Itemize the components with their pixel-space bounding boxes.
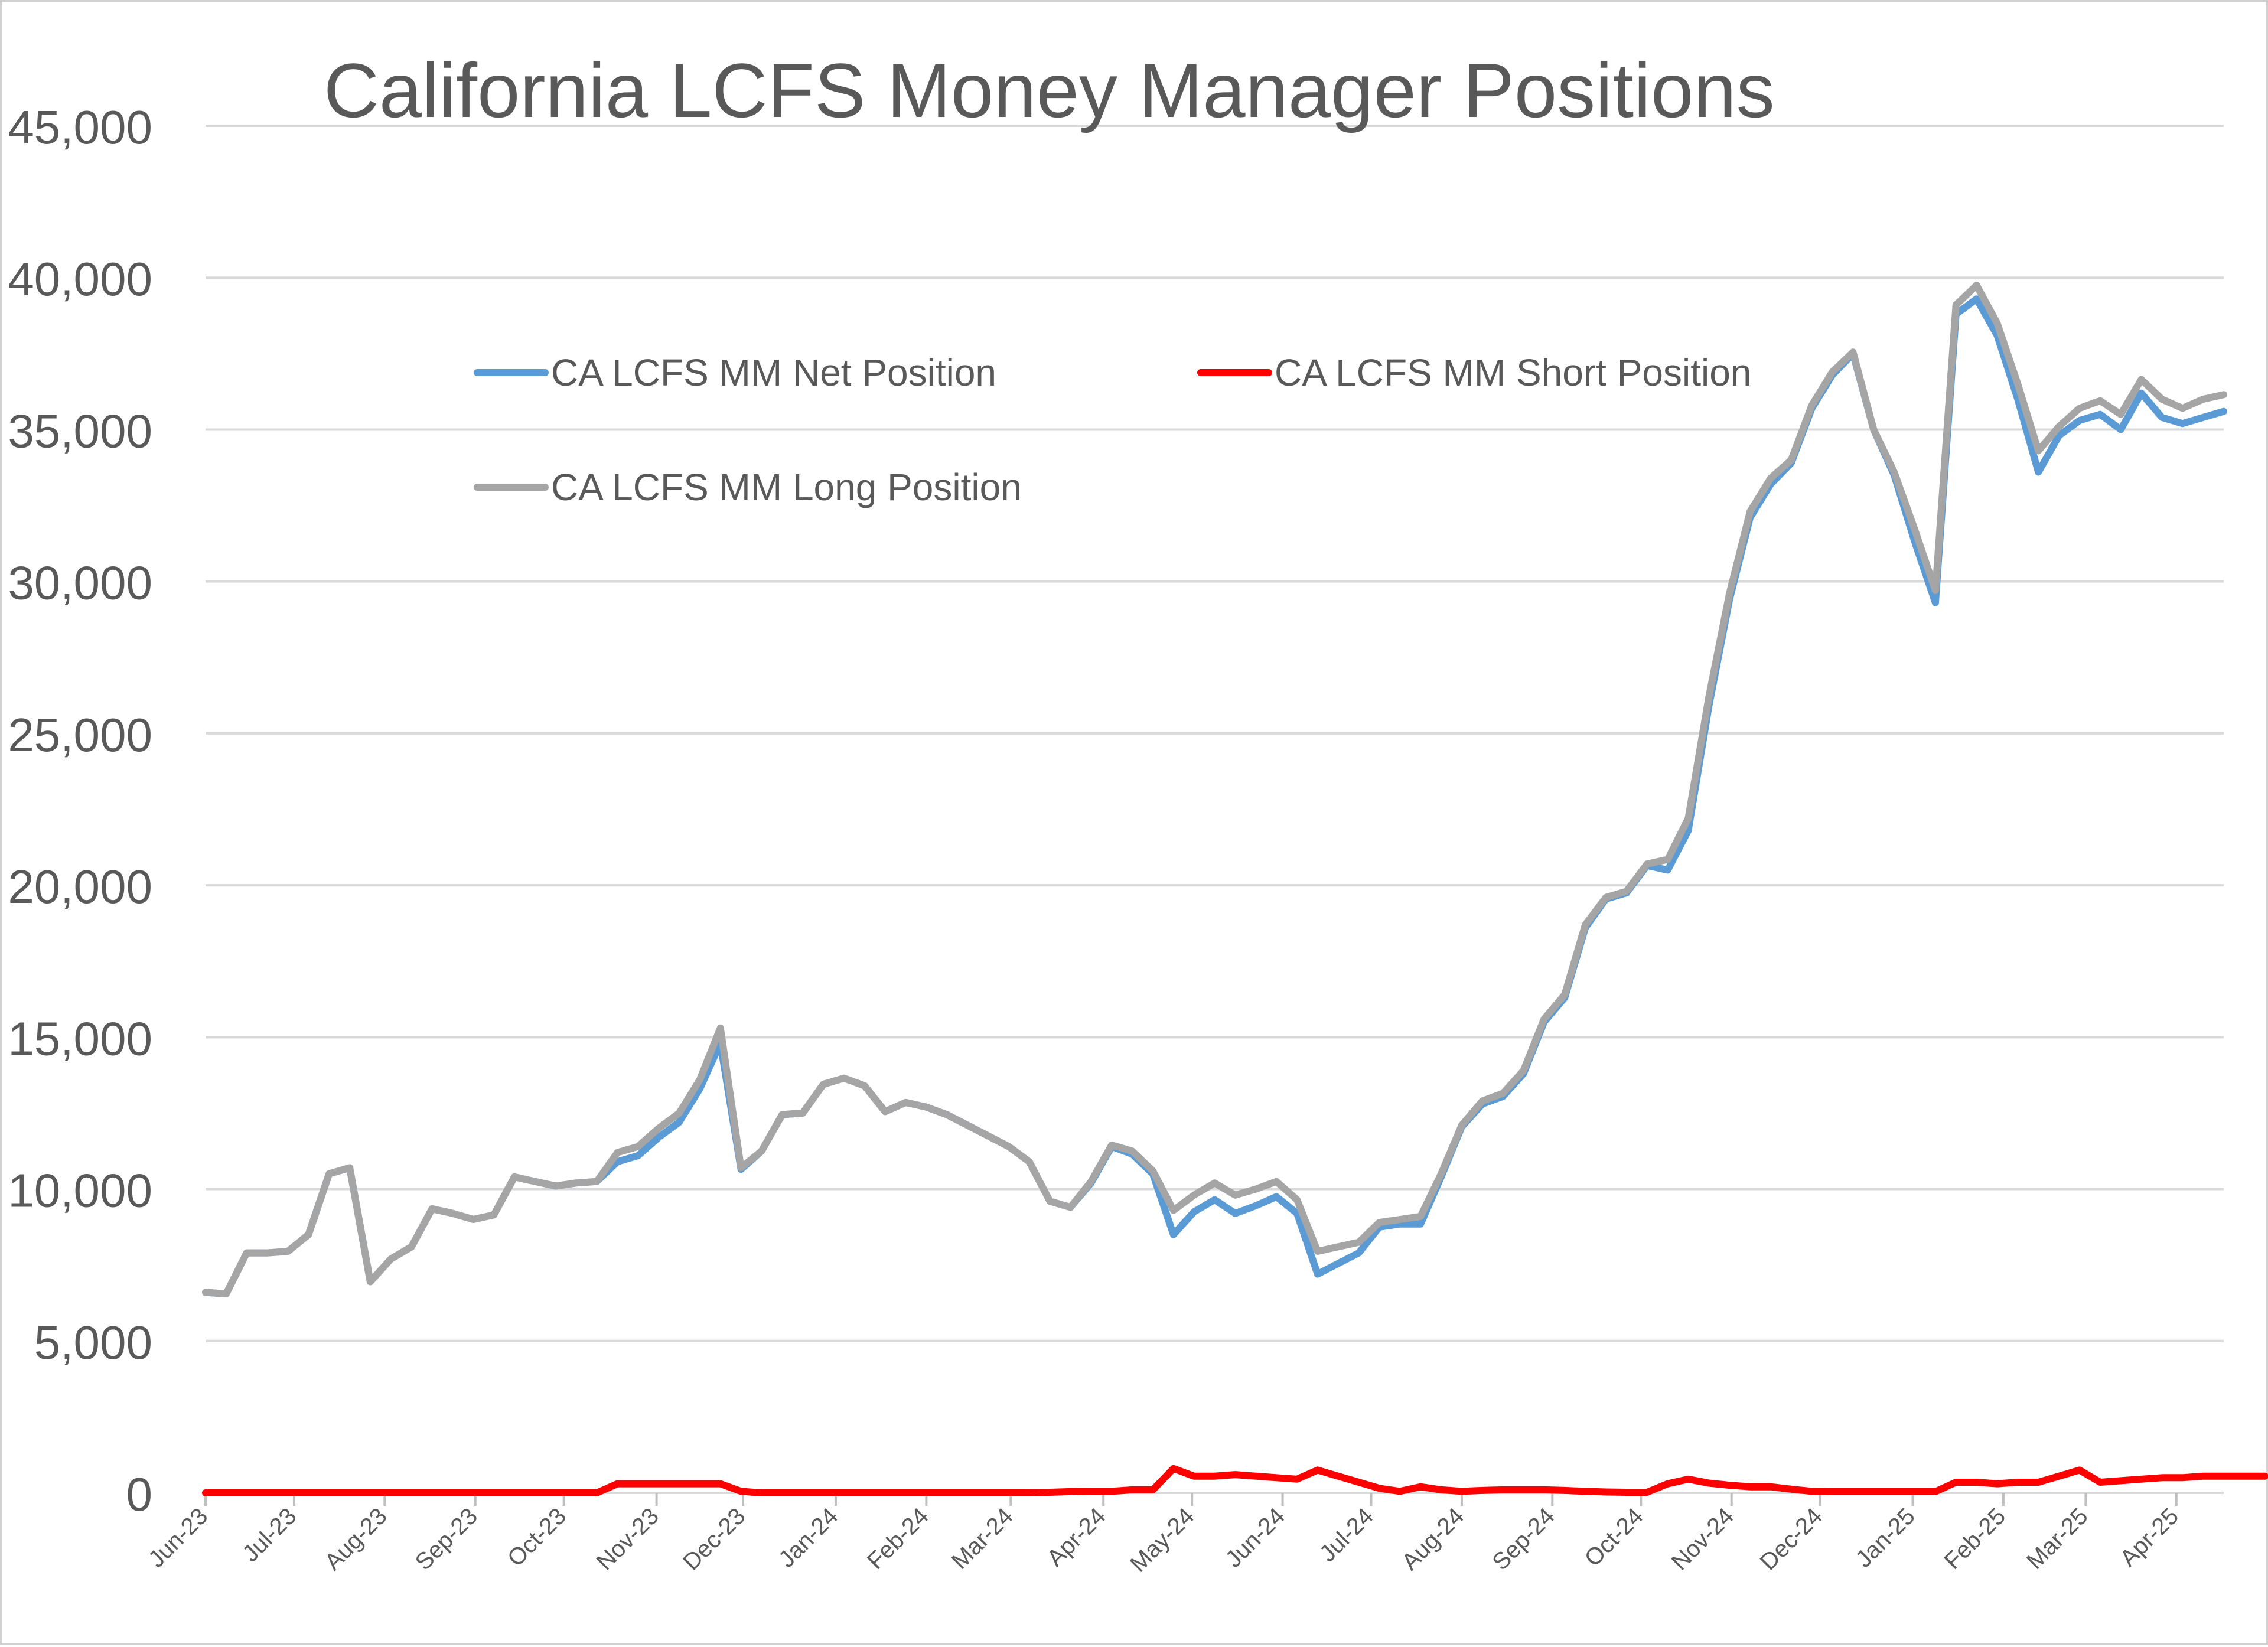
x-tick-label: Jul-24 <box>1315 1503 1379 1567</box>
legend-label: CA LCFS MM Short Position <box>1275 351 1751 394</box>
x-tick-label: Nov-24 <box>1667 1503 1739 1575</box>
y-tick-label: 15,000 <box>8 1012 152 1065</box>
x-tick-label: Sep-24 <box>1487 1503 1559 1575</box>
y-tick-label: 25,000 <box>8 709 152 761</box>
x-tick-label: Dec-23 <box>678 1503 750 1575</box>
y-tick-label: 35,000 <box>8 405 152 457</box>
x-tick-label: Nov-23 <box>592 1503 664 1575</box>
legend: CA LCFS MM Net Position CA LCFS MM Short … <box>474 351 1751 508</box>
x-tick-label: Jan-24 <box>774 1503 843 1573</box>
x-tick-label: Feb-24 <box>862 1503 934 1574</box>
x-tick-label: May-24 <box>1125 1503 1199 1577</box>
y-tick-label: 20,000 <box>8 860 152 913</box>
legend-label: CA LCFS MM Net Position <box>551 351 996 394</box>
x-tick-label: Jun-24 <box>1220 1503 1290 1573</box>
x-tick-label: Apr-25 <box>2115 1503 2184 1571</box>
x-tick-label: Dec-24 <box>1755 1503 1827 1575</box>
x-tick-label: Aug-23 <box>320 1503 392 1575</box>
gridlines <box>206 125 2224 1342</box>
y-tick-label: 5,000 <box>34 1316 152 1369</box>
y-axis-tick-labels: 0 5,000 10,000 15,000 20,000 25,000 30,000 35,0… <box>8 101 152 1521</box>
x-tick-label: Oct-24 <box>1580 1503 1648 1571</box>
y-tick-label: 40,000 <box>8 253 152 305</box>
x-tick-label: Jun-23 <box>144 1503 213 1573</box>
chart-title: California LCFS Money Manager Positions <box>324 47 1775 133</box>
x-tick-label: Sep-23 <box>410 1503 483 1575</box>
x-tick-label: Aug-24 <box>1397 1503 1469 1575</box>
short-position-line <box>202 1465 2268 1496</box>
legend-label: CA LCFS MM Long Position <box>551 466 1022 508</box>
x-tick-label: Apr-24 <box>1042 1503 1111 1571</box>
x-tick-label: Oct-23 <box>503 1503 571 1571</box>
x-tick-label: Mar-25 <box>2022 1503 2093 1574</box>
x-tick-label: Feb-25 <box>1940 1503 2011 1574</box>
y-tick-label: 30,000 <box>8 557 152 609</box>
x-tick-label: Jan-25 <box>1850 1503 1920 1573</box>
series-lines <box>202 282 2268 1496</box>
y-tick-label: 45,000 <box>8 101 152 154</box>
x-tick-label: Jul-23 <box>237 1503 301 1567</box>
net-position-line <box>202 295 2227 1297</box>
x-tick-label: Mar-24 <box>947 1503 1018 1574</box>
x-axis: Jun-23 Jul-23 Aug-23 Sep-23 Oct-23 Nov-23 Dec-… <box>144 1492 2224 1577</box>
long-position-line <box>202 282 2227 1297</box>
y-tick-label: 10,000 <box>8 1165 152 1217</box>
y-tick-label: 0 <box>126 1468 153 1521</box>
